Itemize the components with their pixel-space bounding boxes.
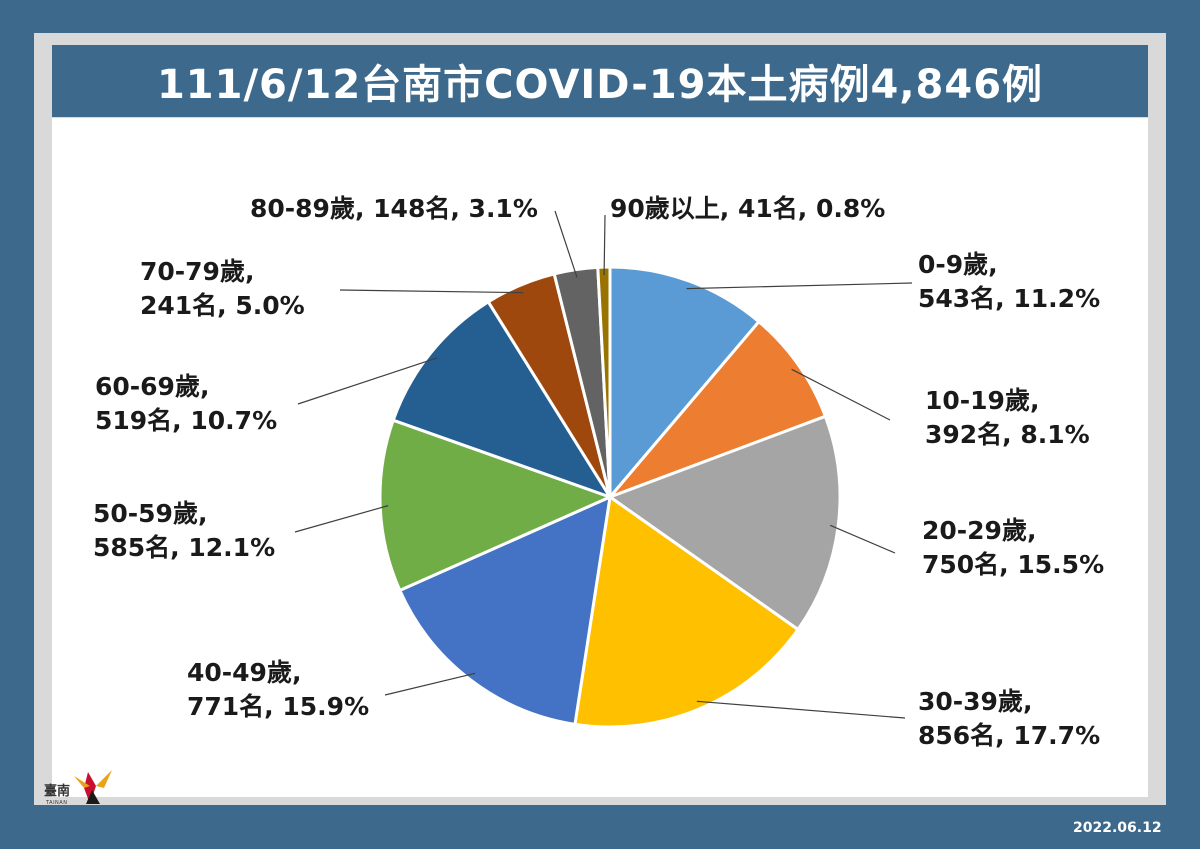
pie-slice-20-29歲 [606, 414, 842, 632]
pie-slice-10-19歲 [605, 319, 828, 501]
leader-line-20-29歲 [829, 524, 896, 554]
chart-title: 111/6/12台南市COVID-19本土病例4,846例 [156, 62, 1044, 108]
tainan-logo-icon [74, 770, 112, 804]
pie-slice-40-49歲 [397, 494, 612, 727]
pie-slice-0-9歲 [608, 265, 761, 502]
date-stamp: 2022.06.12 [1073, 820, 1162, 836]
leader-line-70-79歲 [339, 289, 524, 294]
title-bar: 111/6/12台南市COVID-19本土病例4,846例 [52, 45, 1148, 117]
pie-slice-30-39歲 [573, 494, 801, 729]
leader-line-30-39歲 [696, 700, 906, 719]
leader-line-10-19歲 [791, 368, 891, 421]
slice-label-70-79: 70-79歲, 241名, 5.0% [140, 257, 305, 320]
slice-label-80-89: 80-89歲, 148名, 3.1% [250, 194, 538, 223]
pie-slice-60-69歲 [391, 299, 614, 500]
slice-label-90-plus: 90歲以上, 41名, 0.8% [610, 194, 886, 223]
leader-line-50-59歲 [294, 505, 389, 533]
logo-subtext: TAINAN [46, 800, 68, 806]
leader-line-80-89歲 [554, 210, 578, 278]
leader-line-90歲以上 [603, 214, 606, 276]
slice-label-30-39: 30-39歲, 856名, 17.7% [918, 687, 1101, 750]
slice-label-10-19: 10-19歲, 392名, 8.1% [925, 386, 1090, 449]
pie-slice-50-59歲 [378, 418, 615, 593]
leader-line-0-9歲 [686, 282, 913, 290]
slice-label-20-29: 20-29歲, 750名, 15.5% [922, 516, 1105, 579]
slice-label-0-9: 0-9歲, 543名, 11.2% [918, 250, 1101, 313]
leader-line-60-69歲 [297, 357, 438, 405]
slice-label-50-59: 50-59歲, 585名, 12.1% [93, 499, 276, 562]
logo-text: 臺南 [44, 784, 71, 799]
slice-label-60-69: 60-69歲, 519名, 10.7% [95, 372, 278, 435]
leader-line-40-49歲 [384, 672, 476, 696]
slice-label-40-49: 40-49歲, 771名, 15.9% [187, 658, 370, 721]
